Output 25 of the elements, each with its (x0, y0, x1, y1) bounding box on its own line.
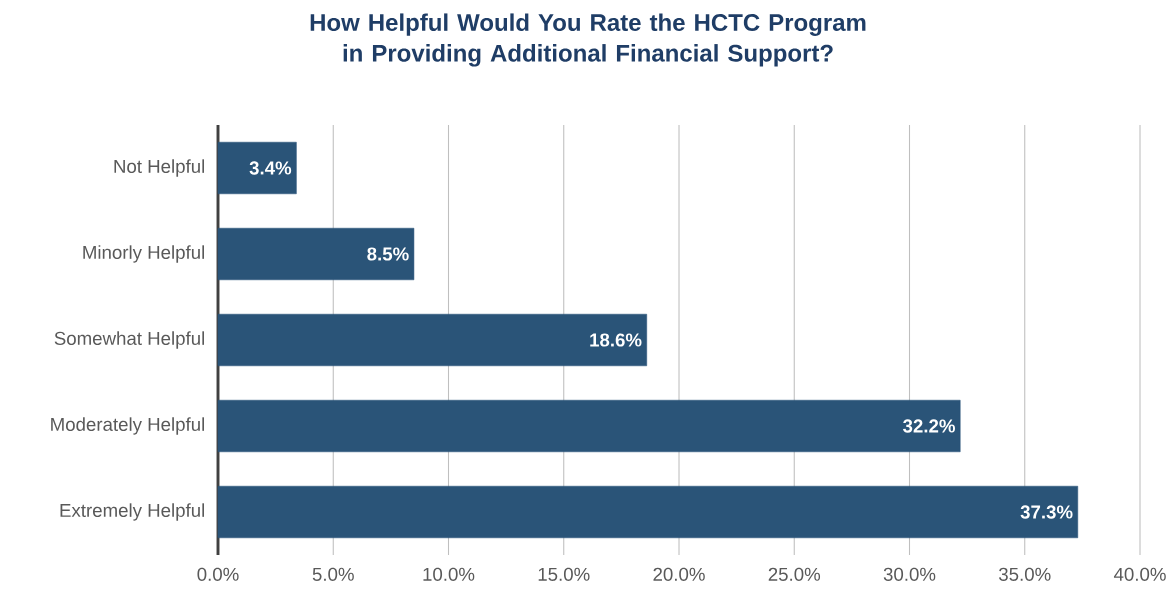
x-tick-label: 5.0% (312, 567, 354, 581)
data-label: 32.2% (902, 419, 955, 433)
x-tick-label: 35.0% (999, 567, 1051, 581)
bar (217, 485, 1079, 539)
y-tick-label: Somewhat Helpful (54, 331, 205, 349)
bar (217, 399, 961, 453)
y-tick-label: Moderately Helpful (51, 417, 204, 435)
y-tick-label: Not Helpful (114, 159, 205, 177)
x-tick-label: 0.0% (197, 567, 239, 581)
x-tick-label: 25.0% (768, 567, 821, 581)
x-tick-label: 20.0% (653, 567, 705, 581)
x-tick-label: 40.0% (1113, 567, 1166, 581)
data-label: 18.6% (590, 333, 642, 347)
x-tick-label: 30.0% (883, 567, 936, 581)
x-tick-label: 10.0% (423, 567, 475, 581)
bar (217, 227, 415, 281)
chart-title: How Helpful Would You Rate the HCTC Program in Providing Additional Financial Support? (310, 13, 866, 67)
y-tick-label: Extremely Helpful (60, 503, 205, 521)
data-label: 37.3% (1020, 505, 1073, 519)
y-tick-label: Minorly Helpful (83, 245, 205, 263)
x-tick-label: 15.0% (538, 567, 590, 581)
data-label: 3.4% (249, 161, 292, 175)
data-label: 8.5% (367, 247, 409, 261)
bar (217, 141, 297, 195)
bar (217, 313, 647, 367)
